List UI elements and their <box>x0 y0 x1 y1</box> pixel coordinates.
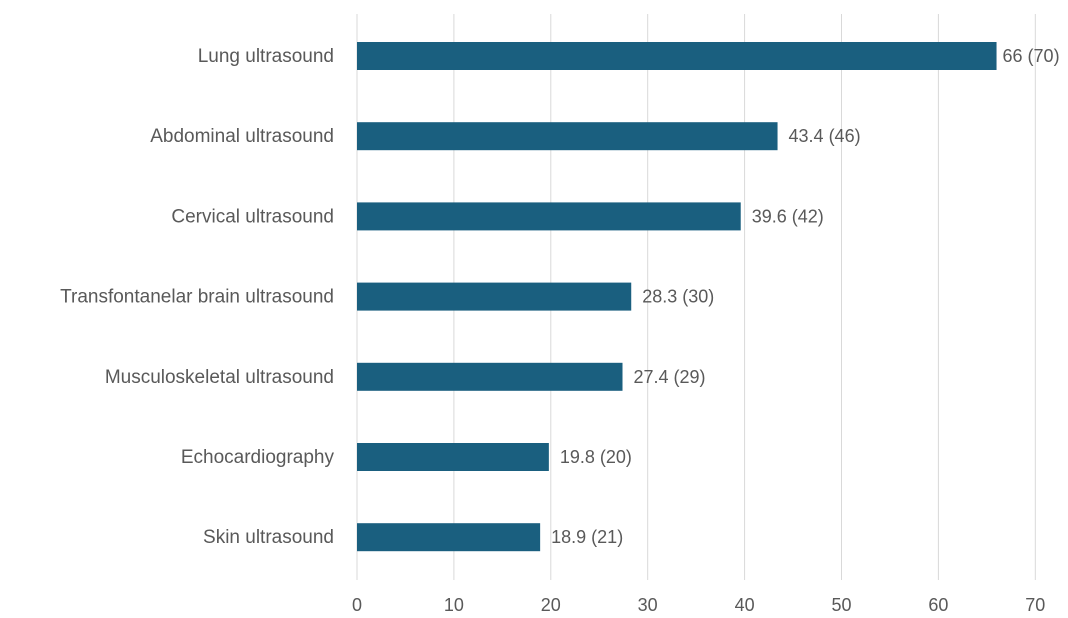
x-tick-label: 50 <box>831 595 851 613</box>
data-label: 18.9 (21) <box>551 527 623 547</box>
x-tick-label: 30 <box>638 595 658 613</box>
data-label: 19.8 (20) <box>560 447 632 467</box>
data-label: 27.4 (29) <box>634 367 706 387</box>
category-labels: Lung ultrasound Abdominal ultrasound Cervi… <box>60 46 334 548</box>
bar <box>357 282 632 311</box>
data-label: 39.6 (42) <box>752 206 824 226</box>
category-label: Echocardiography <box>181 447 335 468</box>
category-label: Cervical ultrasound <box>171 206 334 227</box>
x-tick-label: 10 <box>444 595 464 613</box>
data-label: 43.4 (46) <box>789 126 861 146</box>
bar <box>357 523 541 552</box>
bar <box>357 362 623 391</box>
x-tick-label: 20 <box>541 595 561 613</box>
bar <box>357 42 997 70</box>
x-tick-label: 60 <box>928 595 948 613</box>
category-label: Skin ultrasound <box>203 527 334 548</box>
data-label: 66 (70) <box>1003 46 1060 66</box>
category-label: Abdominal ultrasound <box>150 126 334 147</box>
category-label: Musculoskeletal ultrasound <box>105 367 334 388</box>
category-label: Lung ultrasound <box>198 46 334 67</box>
x-tick-label: 40 <box>735 595 755 613</box>
data-labels: 66 (70) 43.4 (46) 39.6 (42) 28.3 (30) 27.4 (… <box>551 46 1059 547</box>
bars <box>357 42 997 552</box>
bar <box>357 202 741 231</box>
x-tick-label: 0 <box>352 595 362 613</box>
x-axis-tick-labels: 0 10 20 30 40 50 60 70 <box>352 595 1045 615</box>
bar <box>357 443 549 471</box>
x-tick-label: 70 <box>1025 595 1045 613</box>
data-label: 28.3 (30) <box>642 287 714 307</box>
bar <box>357 122 778 151</box>
category-label: Transfontanelar brain ultrasound <box>60 287 334 308</box>
